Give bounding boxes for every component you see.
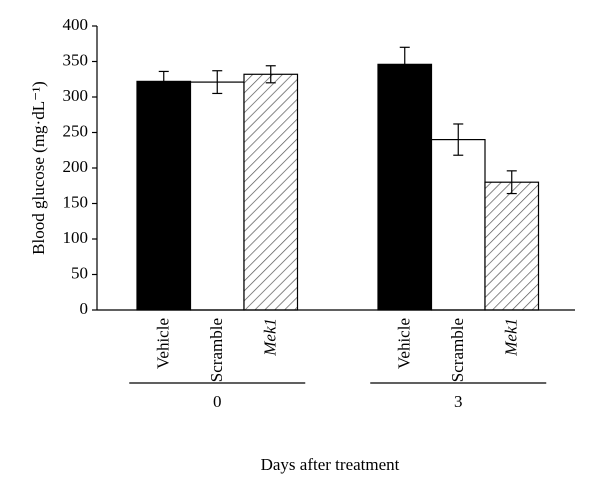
y-tick-label: 100 [63,228,89,247]
bar [189,81,245,311]
bar-label: Scramble [448,318,467,382]
y-tick-label: 0 [80,299,89,318]
bar-label: Vehicle [154,318,173,369]
bar [136,80,192,311]
bar-label: Mek1 [502,318,521,357]
y-axis-label: Blood glucose (mg·dL⁻¹) [29,81,48,255]
y-tick-label: 150 [63,192,89,211]
y-tick-label: 50 [71,263,88,282]
y-tick-label: 200 [63,157,89,176]
bar [430,139,486,311]
y-tick-label: 400 [63,15,89,34]
bar [484,181,540,311]
bar-label: Vehicle [395,318,414,369]
y-tick-label: 250 [63,121,89,140]
x-tick-label: 3 [454,392,463,411]
bar-label: Scramble [207,318,226,382]
y-tick-label: 300 [63,86,89,105]
x-tick-label: 0 [213,392,222,411]
x-axis-label: Days after treatment [261,455,400,474]
y-tick-label: 350 [63,50,89,69]
bar [243,73,299,311]
bar-label: Mek1 [261,318,280,357]
bar [377,63,433,311]
